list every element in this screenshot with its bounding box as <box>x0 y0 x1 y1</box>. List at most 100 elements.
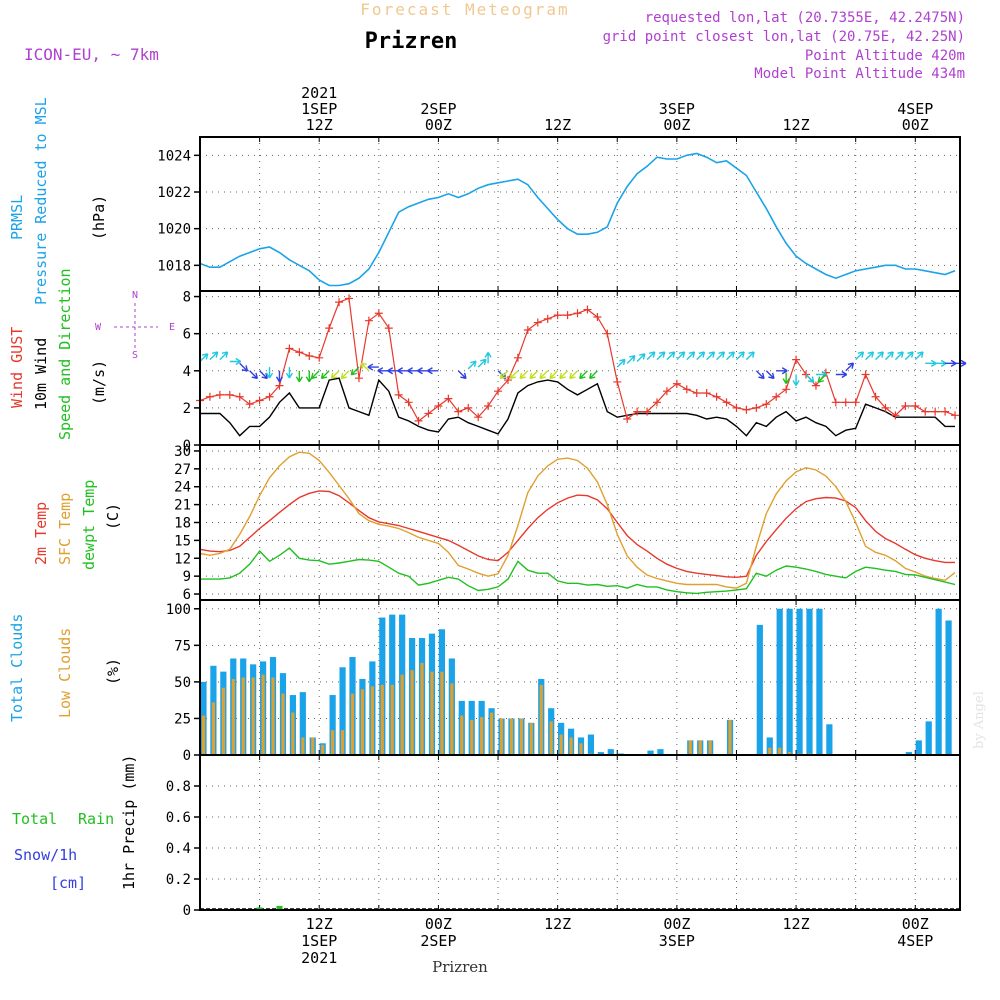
gust-point <box>444 394 453 403</box>
wind-direction-arrow <box>285 367 294 379</box>
bottom-time-label: 2SEP <box>420 932 456 950</box>
wind-direction-arrow <box>676 351 686 361</box>
low-cloud-bar <box>420 662 424 755</box>
wind-direction-arrow <box>805 373 815 383</box>
precip-label-rain: Rain <box>78 810 114 828</box>
gust-point <box>871 392 880 401</box>
wind-speed-line <box>200 377 955 437</box>
compass-south: S <box>132 350 138 361</box>
gust-point <box>911 402 920 411</box>
bottom-time-label: 2021 <box>301 949 337 967</box>
wind-direction-arrow <box>330 370 340 380</box>
bottom-time-label: 1SEP <box>301 932 337 950</box>
gust-point <box>245 400 254 409</box>
gust-point <box>404 398 413 407</box>
gust-point <box>255 396 264 405</box>
wind-direction-arrow <box>696 351 706 361</box>
total-cloud-bar <box>329 695 336 755</box>
pressure-label-1: PRMSL <box>8 195 26 240</box>
gust-point <box>384 324 393 333</box>
total-cloud-bar <box>597 752 604 755</box>
pressure-frame <box>199 136 961 292</box>
y-tick-label: 1020 <box>157 222 191 238</box>
temp-label-sfc: SFC Temp <box>56 493 74 565</box>
wind-direction-arrow <box>735 351 745 361</box>
gust-point <box>941 407 950 416</box>
y-tick-label: 0.6 <box>166 810 191 826</box>
wind-direction-arrow <box>817 373 827 383</box>
gust-point <box>374 309 383 318</box>
gust-point <box>543 314 552 323</box>
y-tick-label: 8 <box>183 290 191 306</box>
y-tick-label: 0 <box>183 748 191 764</box>
temp-line-2m <box>199 490 955 579</box>
gust-point <box>881 403 890 412</box>
total-cloud-bar <box>389 614 396 755</box>
low-cloud-bar <box>480 716 484 755</box>
low-cloud-bar <box>281 693 285 755</box>
temp-label-2m: 2m Temp <box>32 502 50 565</box>
wind-direction-arrow <box>686 351 696 361</box>
top-time-label: 1SEP <box>301 100 337 118</box>
wind-direction-arrow <box>776 367 788 375</box>
gust-point <box>563 311 572 320</box>
gust-point <box>811 381 820 390</box>
y-tick-label: 2 <box>183 401 191 417</box>
y-tick-label: 6 <box>183 327 191 343</box>
y-tick-label: 0.2 <box>166 872 191 888</box>
gust-point <box>215 390 224 399</box>
low-cloud-bar <box>321 744 325 755</box>
total-cloud-bar <box>935 608 942 755</box>
gust-point <box>474 413 483 422</box>
wind-direction-arrow <box>529 370 539 380</box>
wind-compass: N S W E <box>95 290 175 361</box>
total-cloud-bar <box>786 608 793 755</box>
top-time-label: 12Z <box>306 116 333 134</box>
precip-label-cm: [cm] <box>50 874 86 892</box>
gust-point <box>692 389 701 398</box>
y-tick-label: 30 <box>174 444 191 460</box>
total-cloud-bar <box>339 667 346 755</box>
gust-point <box>702 389 711 398</box>
y-tick-label: 100 <box>166 602 191 618</box>
total-cloud-bar <box>826 724 833 755</box>
gust-point <box>712 392 721 401</box>
wind-direction-arrow <box>706 351 716 361</box>
gust-point <box>523 325 532 334</box>
wind-direction-arrow <box>209 351 219 361</box>
y-tick-label: 15 <box>174 533 191 549</box>
wind-direction-arrow <box>666 351 676 361</box>
model-label: ICON-EU, ~ 7km <box>24 45 159 64</box>
wind-direction-arrow <box>726 351 735 361</box>
gridpoint-coords: grid point closest lon,lat (20.75E, 42.2… <box>603 29 965 45</box>
low-cloud-bar <box>489 712 494 755</box>
gust-point <box>652 398 661 407</box>
wind-direction-arrow <box>935 359 947 367</box>
y-tick-label: 25 <box>174 711 191 727</box>
low-cloud-bar <box>301 737 305 755</box>
wind-direction-arrow <box>569 370 579 380</box>
low-cloud-bar <box>390 684 394 755</box>
wind-direction-arrow <box>417 367 429 375</box>
low-cloud-bar <box>350 693 355 755</box>
wind-direction-arrow <box>559 370 569 380</box>
gust-point <box>335 298 344 307</box>
wind-direction-arrow <box>894 351 904 361</box>
top-time-label: 00Z <box>425 116 452 134</box>
y-tick-label: 0.4 <box>166 841 191 857</box>
gust-point <box>503 376 512 385</box>
gust-point <box>861 370 870 379</box>
wind-direction-arrow <box>367 363 379 371</box>
low-cloud-bar <box>698 740 702 755</box>
gust-point <box>752 403 761 412</box>
wind-direction-arrow <box>340 370 350 380</box>
gust-point <box>414 416 423 425</box>
low-cloud-bar <box>559 734 563 755</box>
low-cloud-bar <box>231 678 235 755</box>
gust-point <box>354 374 363 383</box>
bottom-time-label: 4SEP <box>897 932 933 950</box>
wind-direction-arrow <box>457 370 467 380</box>
gust-point <box>285 344 294 353</box>
gust-point <box>364 316 373 325</box>
low-cloud-bar <box>271 677 275 755</box>
